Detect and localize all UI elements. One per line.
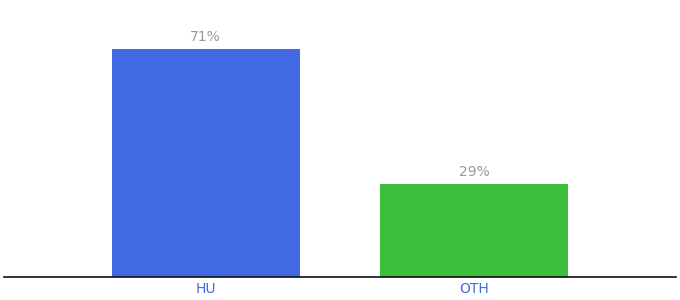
Bar	[112, 49, 300, 277]
Bar	[380, 184, 568, 277]
Text: 71%: 71%	[190, 30, 221, 44]
Text: 29%: 29%	[459, 165, 490, 179]
